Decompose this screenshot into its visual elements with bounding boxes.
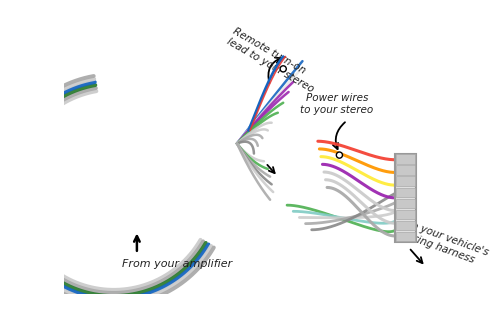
Text: To your vehicle's
wiring harness: To your vehicle's wiring harness <box>401 219 490 269</box>
Circle shape <box>336 152 342 158</box>
Bar <box>396 199 415 208</box>
Bar <box>395 153 416 242</box>
Text: Remote turn-on
lead to your stereo: Remote turn-on lead to your stereo <box>226 26 322 94</box>
Bar <box>396 187 415 197</box>
Bar <box>396 232 415 241</box>
Bar <box>396 177 415 186</box>
Bar <box>396 154 415 164</box>
Bar <box>396 221 415 230</box>
Text: Power wires
to your stereo: Power wires to your stereo <box>300 93 374 115</box>
Circle shape <box>280 66 286 72</box>
Bar <box>396 165 415 175</box>
Bar <box>396 210 415 219</box>
Text: From your amplifier: From your amplifier <box>122 259 232 269</box>
